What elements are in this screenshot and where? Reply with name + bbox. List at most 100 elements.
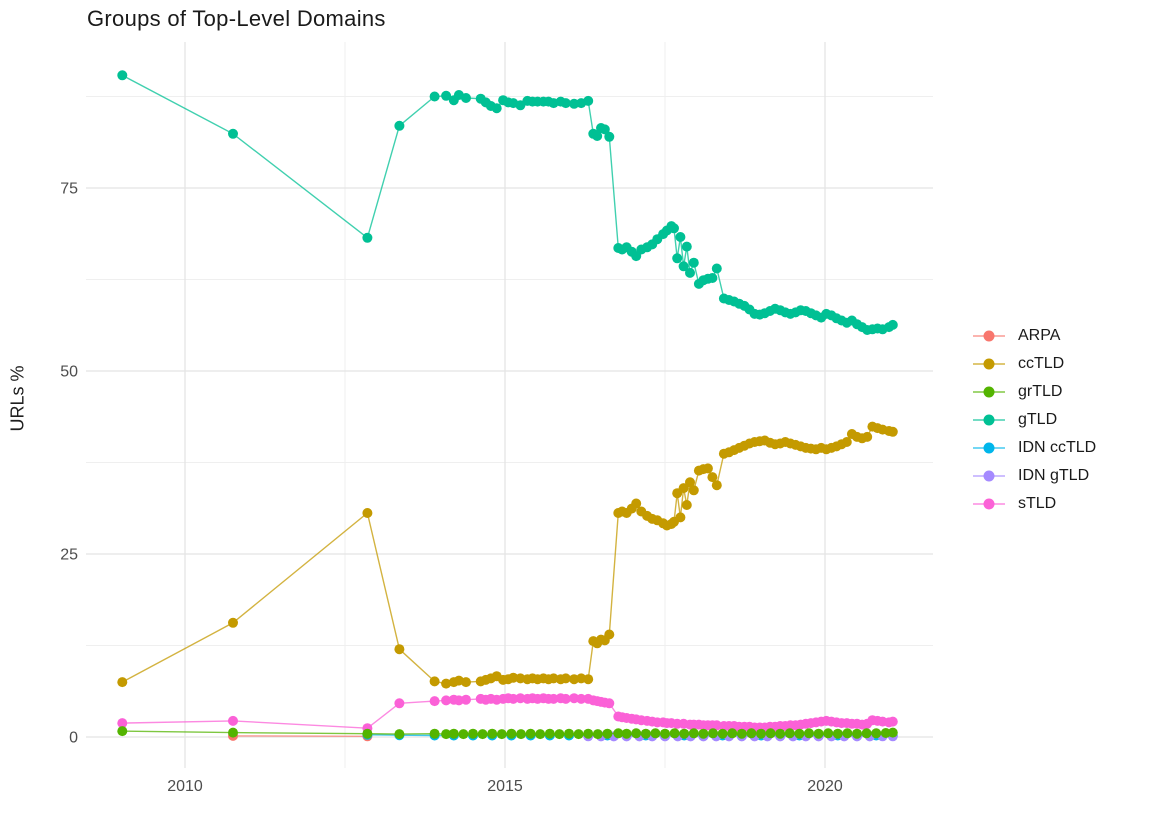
data-point-grtld [535, 729, 546, 740]
data-point-grtld [852, 728, 862, 739]
data-point-cctld [675, 512, 686, 523]
x-tick-label-2015: 2015 [487, 778, 523, 795]
data-point-grtld [554, 729, 565, 740]
data-point-cctld [841, 437, 852, 447]
data-point-cctld [681, 500, 692, 510]
data-point-grtld [429, 728, 440, 739]
data-point-gtld [583, 95, 594, 106]
legend-key-icon-arpa [973, 330, 1005, 342]
data-point-grtld [544, 728, 555, 739]
data-point-gtld [599, 124, 610, 135]
data-point-grtld [228, 727, 238, 738]
legend-item-stld: sTLD [972, 490, 1096, 518]
data-point-cctld [362, 508, 373, 518]
data-point-gtld [362, 232, 373, 243]
data-point-cctld [631, 498, 642, 509]
data-point-grtld [631, 728, 642, 739]
data-point-cctld [604, 629, 615, 640]
data-point-grtld [698, 728, 709, 739]
data-point-cctld [707, 472, 718, 483]
series-grtld [117, 726, 898, 740]
data-point-grtld [621, 728, 632, 739]
legend-label-arpa: ARPA [1018, 327, 1061, 344]
data-point-gtld [887, 319, 898, 330]
series-line-gtld [121, 74, 894, 331]
legend-item-idn-gtld: IDN gTLD [972, 462, 1096, 490]
data-point-cctld [429, 676, 440, 687]
series-gtld [117, 70, 898, 335]
data-point-grtld [832, 728, 843, 739]
data-point-grtld [660, 728, 670, 739]
legend-item-arpa: ARPA [972, 322, 1096, 350]
y-tick-label-75: 75 [60, 181, 78, 198]
data-point-grtld [736, 728, 747, 739]
legend-key-icon-stld [973, 498, 1005, 510]
data-point-gtld [604, 131, 615, 142]
data-point-gtld [707, 273, 718, 283]
data-point-cctld [862, 431, 873, 442]
data-point-grtld [394, 729, 405, 740]
data-point-gtld [681, 241, 692, 252]
data-point-grtld [804, 728, 814, 739]
data-point-grtld [746, 728, 757, 739]
data-point-cctld [887, 426, 898, 437]
legend-label-grtld: grTLD [1018, 383, 1063, 400]
data-point-grtld [592, 729, 603, 740]
data-point-grtld [887, 727, 898, 738]
legend-label-idn-gtld: IDN gTLD [1018, 467, 1090, 484]
data-point-stld [576, 693, 587, 704]
data-point-grtld [487, 728, 498, 739]
legend-item-cctld: ccTLD [972, 350, 1096, 378]
data-point-stld [117, 718, 128, 729]
y-axis-title: URLs % [7, 365, 28, 432]
data-point-cctld [117, 677, 128, 688]
data-point-cctld [461, 677, 471, 688]
x-tick-label-2010: 2010 [167, 778, 203, 795]
data-point-grtld [448, 728, 459, 739]
legend-key-icon-idn-gtld [973, 470, 1005, 482]
data-point-grtld [525, 728, 536, 739]
data-point-grtld [784, 728, 795, 739]
y-tick-label-0: 0 [69, 730, 78, 747]
series-stld [117, 693, 898, 734]
data-point-gtld [560, 98, 571, 109]
data-point-grtld [640, 728, 651, 739]
legend-key-icon-grtld [973, 386, 1005, 398]
data-point-grtld [583, 728, 594, 739]
legend: ARPA ccTLD grTLD gTLD IDN ccTLD IDN gTLD sTLD [972, 322, 1096, 518]
data-point-gtld [592, 131, 603, 141]
legend-key-icon-gtld [973, 414, 1005, 426]
data-point-gtld [678, 261, 689, 272]
data-point-grtld [602, 728, 613, 739]
data-point-gtld [685, 267, 695, 278]
legend-item-idn-cctld: IDN ccTLD [972, 434, 1096, 462]
data-point-gtld [394, 120, 405, 131]
data-point-grtld [765, 728, 776, 739]
legend-label-stld: sTLD [1018, 495, 1057, 512]
data-point-grtld [468, 728, 478, 739]
series-cctld [117, 421, 898, 689]
data-point-grtld [727, 728, 738, 739]
data-point-cctld [228, 617, 238, 628]
data-point-grtld [813, 728, 824, 739]
data-point-grtld [794, 728, 805, 739]
data-point-grtld [613, 728, 624, 739]
data-point-grtld [708, 728, 718, 739]
data-point-grtld [516, 729, 526, 740]
data-point-stld [560, 693, 571, 704]
data-point-gtld [461, 93, 471, 103]
legend-label-cctld: ccTLD [1018, 355, 1065, 372]
data-point-gtld [429, 91, 440, 102]
data-point-cctld [711, 480, 722, 491]
data-point-gtld [688, 257, 699, 268]
legend-key-icon-idn-cctld [973, 442, 1005, 454]
data-point-grtld [679, 728, 690, 739]
data-point-cctld [702, 463, 713, 474]
data-point-grtld [458, 729, 469, 740]
data-point-gtld [228, 128, 238, 139]
data-point-stld [429, 696, 440, 707]
data-point-grtld [775, 728, 786, 739]
data-point-cctld [688, 485, 699, 496]
data-point-grtld [564, 728, 574, 739]
